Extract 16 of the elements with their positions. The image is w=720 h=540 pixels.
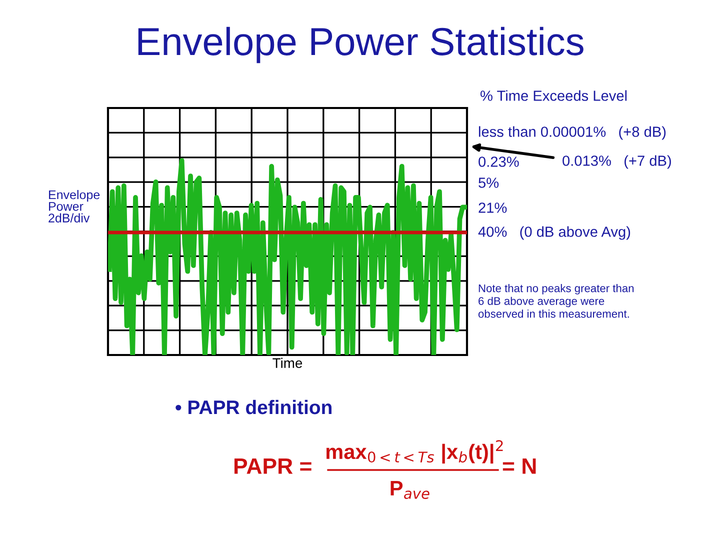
text: 5%: [478, 178, 499, 188]
text: = N: [502, 458, 536, 474]
text: less than 0.00001% (+8 dB): [478, 126, 666, 140]
text: Note that no peaks greater than 6 dB above average were observed in this measurement.: [478, 284, 634, 318]
y-axis-title: Envelope Power 2dB/div: [48, 190, 100, 222]
text: PAPR =: [234, 458, 312, 474]
text: 0.23%: [478, 156, 519, 167]
text: 21%: [478, 202, 507, 213]
text: • PAPR definition: [176, 400, 332, 414]
text: % Time Exceeds Level: [480, 90, 627, 101]
text: P$_{ave}$: [390, 481, 430, 499]
x-axis-title: Time: [272, 358, 302, 368]
chart-title: Envelope Power Statistics: [138, 26, 584, 64]
text: 0.013% (+7 dB): [562, 155, 671, 169]
text: 40% (0 dB above Avg): [478, 226, 630, 240]
text: max$_{0<t<Ts}$ |x$_{b}$(t)|$^{2}$: [326, 440, 503, 464]
